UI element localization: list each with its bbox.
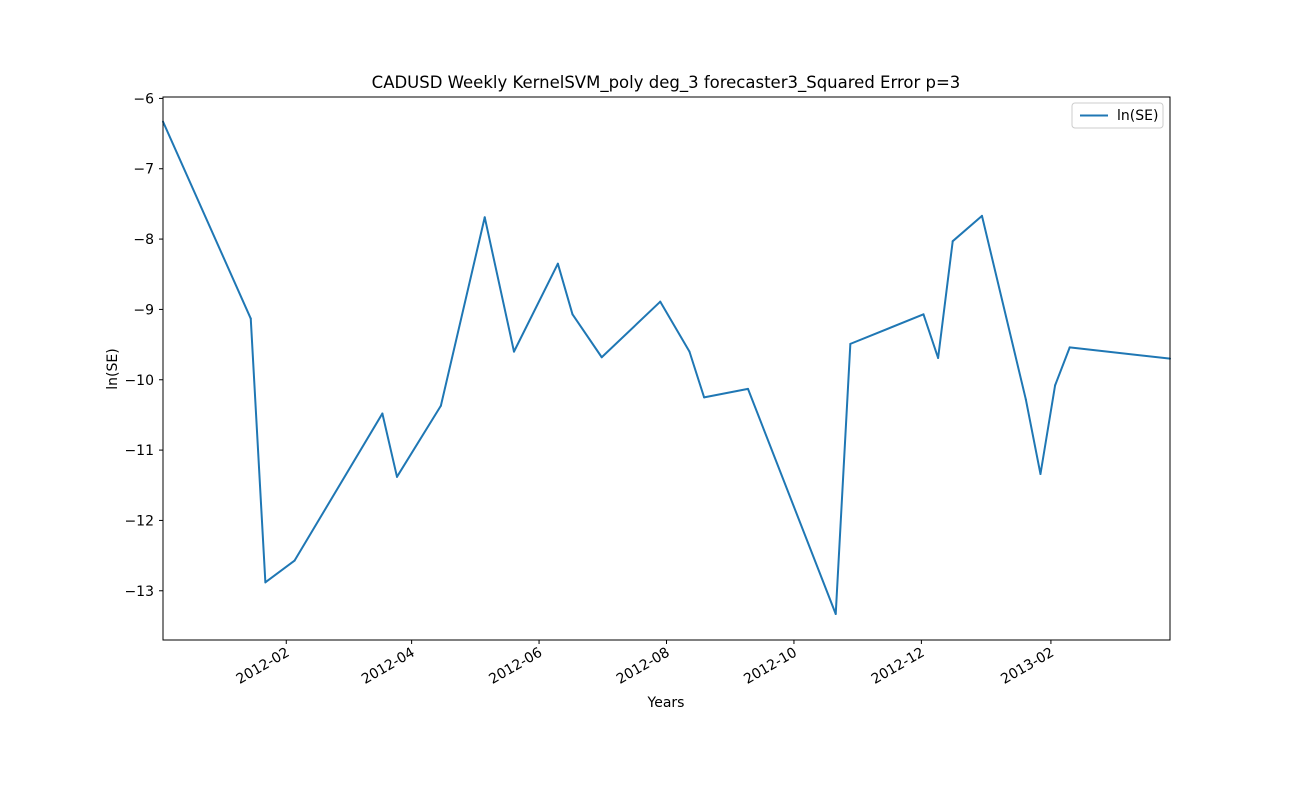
data-point (249, 317, 252, 320)
y-tick-label: −12 (124, 513, 154, 529)
data-point (834, 612, 837, 615)
y-tick-label: −11 (124, 443, 154, 459)
data-point (264, 581, 267, 584)
data-point (571, 313, 574, 316)
y-tick-label: −7 (133, 162, 154, 178)
y-tick-label: −8 (133, 232, 154, 248)
data-point (293, 559, 296, 562)
y-axis-label: ln(SE) (105, 348, 121, 389)
y-tick-label: −6 (133, 91, 154, 107)
data-point (439, 404, 442, 407)
data-point (1024, 398, 1027, 401)
data-point (688, 350, 691, 353)
y-tick-label: −13 (124, 584, 154, 600)
y-tick-label: −10 (124, 373, 154, 389)
y-axis: −6 −7 −8 −9 −10 −11 −12 −13 (124, 91, 163, 600)
data-point (512, 350, 515, 353)
x-axis-label: Years (647, 695, 685, 711)
data-point (1068, 346, 1071, 349)
data-point (1039, 473, 1042, 476)
data-point (659, 300, 662, 303)
y-tick-label: −9 (133, 302, 154, 318)
data-point (703, 396, 706, 399)
data-point (600, 356, 603, 359)
data-point (937, 356, 940, 359)
data-point (1054, 384, 1057, 387)
data-point (849, 342, 852, 345)
data-point (951, 240, 954, 243)
legend-box (1071, 102, 1164, 129)
data-point (381, 412, 384, 415)
data-point (556, 262, 559, 265)
legend: ln(SE) (1071, 102, 1164, 129)
chart-title: CADUSD Weekly KernelSVM_poly deg_3 forec… (372, 73, 961, 93)
data-point (922, 313, 925, 316)
data-point (395, 475, 398, 478)
data-point (980, 214, 983, 217)
legend-label: ln(SE) (1117, 108, 1158, 124)
data-point (746, 387, 749, 390)
data-point (483, 216, 486, 219)
